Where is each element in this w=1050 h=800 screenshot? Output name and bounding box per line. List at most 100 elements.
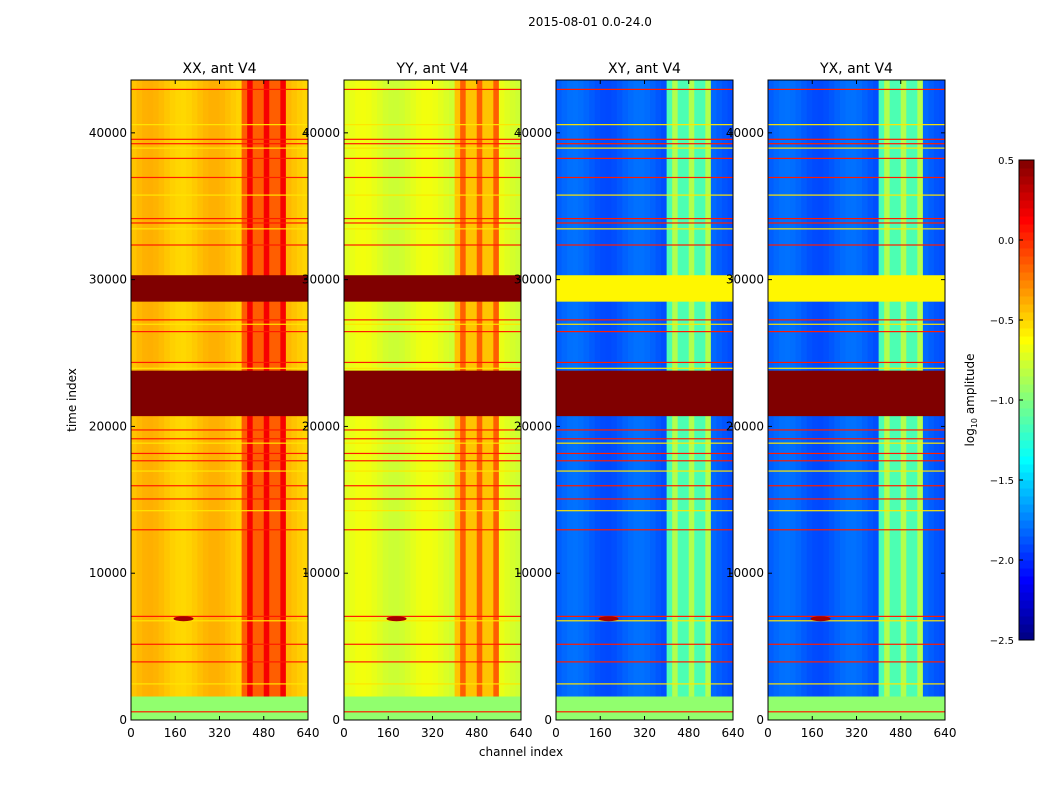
heatmap-rfi-line — [344, 319, 521, 321]
heatmap-rfi-line — [768, 452, 945, 455]
panel-title: YY, ant V4 — [396, 61, 469, 77]
heatmap-rfi-spot — [810, 616, 831, 622]
colorbar-segment — [1019, 384, 1034, 393]
heatmap-rfi-line — [556, 643, 733, 645]
heatmap-rfi-line — [556, 319, 733, 321]
heatmap-rfi-line — [344, 529, 521, 531]
heatmap-rfi-line — [131, 194, 308, 196]
heatmap-rfi-line — [768, 367, 945, 369]
heatmap-rfi-line — [768, 194, 945, 196]
heatmap-rfi-line — [556, 429, 733, 431]
colorbar-segment — [1019, 584, 1034, 593]
heatmap-rfi-line — [344, 217, 521, 220]
heatmap-rfi-line — [131, 485, 308, 487]
x-tick-label: 640 — [722, 726, 745, 740]
heatmap-rfi-line — [556, 529, 733, 531]
panel-title: XY, ant V4 — [608, 61, 681, 77]
heatmap-rfi-line — [344, 460, 521, 462]
heatmap-rfi-line — [344, 143, 521, 145]
colorbar-segment — [1019, 552, 1034, 561]
y-tick-label: 0 — [544, 713, 552, 727]
heatmap-rfi-line — [556, 331, 733, 333]
colorbar-segment — [1019, 176, 1034, 185]
colorbar-segment — [1019, 600, 1034, 609]
colorbar-segment — [1019, 312, 1034, 321]
colorbar-segment — [1019, 592, 1034, 601]
colorbar: 0.5 0.0 −0.5 −1.0 −1.5 −2.0 −2.5 — [990, 156, 1035, 647]
heatmap-rfi-line — [131, 361, 308, 364]
colorbar-segment — [1019, 576, 1034, 585]
heatmap-rfi-line — [131, 529, 308, 531]
x-tick-label: 320 — [845, 726, 868, 740]
colorbar-segment — [1019, 456, 1034, 465]
heatmap-rfi-line — [556, 194, 733, 196]
y-tick-label: 0 — [756, 713, 764, 727]
heatmap-rfi-line — [344, 124, 521, 126]
colorbar-segment — [1019, 336, 1034, 345]
panel-title: YX, ant V4 — [819, 61, 893, 77]
heatmap-bottom-band — [344, 696, 521, 720]
colorbar-segment — [1019, 560, 1034, 569]
colorbar-segment — [1019, 304, 1034, 313]
heatmap-rfi-line — [344, 438, 521, 440]
x-tick-label: 320 — [208, 726, 231, 740]
colorbar-segment — [1019, 544, 1034, 553]
colorbar-segment — [1019, 232, 1034, 241]
heatmap-rfi-line — [768, 138, 945, 140]
heatmap-rfi-line — [131, 124, 308, 126]
colorbar-segment — [1019, 216, 1034, 225]
heatmap-rfi-line — [768, 711, 945, 713]
y-tick-label: 10000 — [726, 566, 764, 580]
heatmap-rfi-line — [556, 176, 733, 179]
colorbar-segment — [1019, 328, 1034, 337]
x-tick-label: 160 — [164, 726, 187, 740]
heatmap-rfi-line — [131, 323, 308, 325]
heatmap-saturated-band — [131, 275, 308, 302]
heatmap-rfi-line — [768, 244, 945, 246]
x-tick-label: 0 — [340, 726, 348, 740]
colorbar-segment — [1019, 608, 1034, 617]
x-tick-label: 320 — [421, 726, 444, 740]
heatmap-rfi-line — [131, 683, 308, 685]
heatmap-rfi-line — [131, 452, 308, 455]
x-tick-label: 0 — [764, 726, 772, 740]
y-tick-label: 30000 — [302, 273, 340, 287]
heatmap-rfi-line — [556, 510, 733, 512]
colorbar-segment — [1019, 288, 1034, 297]
x-tick-label: 480 — [465, 726, 488, 740]
y-tick-label: 10000 — [302, 566, 340, 580]
heatmap-rfi-line — [768, 143, 945, 145]
heatmap-rfi-line — [768, 323, 945, 325]
heatmap-rfi-line — [131, 244, 308, 246]
colorbar-segment — [1019, 200, 1034, 209]
colorbar-segment — [1019, 520, 1034, 529]
y-tick-label: 30000 — [514, 273, 552, 287]
heatmap-rfi-line — [556, 711, 733, 713]
heatmap-rfi-line — [344, 711, 521, 713]
heatmap-rfi-line — [768, 643, 945, 645]
heatmap-rfi-line — [556, 620, 733, 622]
heatmap-rfi-line — [556, 661, 733, 663]
colorbar-label: log10 amplitude — [963, 354, 979, 447]
y-tick-label: 30000 — [89, 273, 127, 287]
heatmap-rfi-line — [344, 367, 521, 369]
heatmap-rfi-line — [556, 460, 733, 462]
heatmap-rfi-line — [131, 143, 308, 145]
colorbar-segment — [1019, 256, 1034, 265]
colorbar-tick-label: −2.5 — [990, 636, 1014, 647]
heatmap-rfi-line — [344, 244, 521, 246]
heatmap-rfi-line — [556, 442, 733, 444]
y-axis-label: time index — [65, 368, 79, 432]
heatmap-saturated-band — [556, 275, 733, 302]
panel-yy: YY, ant V4 0 160 320 480 640 0 10000 20000 30000 4… — [302, 61, 533, 740]
colorbar-segment — [1019, 416, 1034, 425]
colorbar-segment — [1019, 208, 1034, 217]
heatmap-rfi-line — [131, 138, 308, 140]
heatmap-rfi-line — [556, 615, 733, 617]
heatmap-rfi-line — [344, 429, 521, 431]
heatmap-rfi-line — [768, 222, 945, 224]
heatmap-rfi-line — [131, 661, 308, 663]
heatmap-saturated-band — [131, 370, 308, 417]
heatmap-rfi-line — [768, 331, 945, 333]
heatmap-rfi-line — [768, 683, 945, 685]
